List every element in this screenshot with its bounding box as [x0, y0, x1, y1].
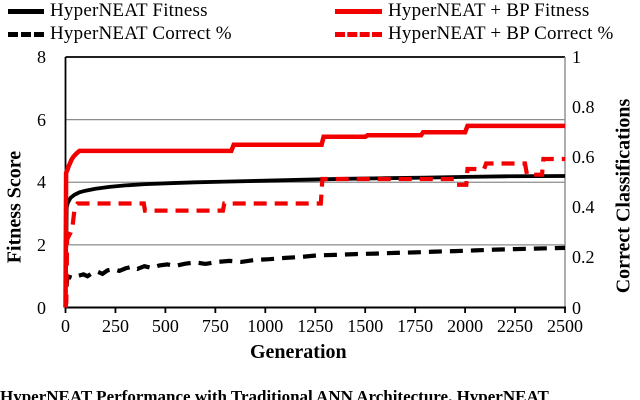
x-tick-label: 1500 [347, 316, 384, 336]
y-left-tick-label: 2 [37, 234, 46, 255]
x-tick-label: 250 [101, 316, 129, 336]
legend-item-hyperneat-correct: HyperNEAT Correct % [8, 23, 232, 45]
y-right-tick-label: 0.4 [572, 197, 595, 218]
y-right-tick-label: 0 [572, 297, 581, 318]
x-tick-label: 1250 [297, 316, 334, 336]
x-tick-label: 1000 [247, 316, 284, 336]
legend-label: HyperNEAT + BP Correct % [388, 23, 614, 44]
y-left-tick-label: 0 [37, 297, 46, 318]
y-left-tick-label: 6 [37, 109, 46, 130]
x-tick-label: 0 [61, 316, 70, 336]
x-tick-label: 2250 [497, 316, 534, 336]
x-tick-label: 500 [151, 316, 179, 336]
y-right-tick-label: 1 [572, 47, 581, 67]
y-right-tick-label: 0.2 [572, 247, 595, 268]
y-axis-title-right: Correct Classifications [612, 98, 635, 294]
x-tick-label: 2500 [547, 316, 583, 336]
x-tick-label: 1750 [397, 316, 434, 336]
y-right-tick-label: 0.8 [572, 97, 595, 118]
y-left-tick-label: 4 [37, 172, 46, 193]
y-axis-title-left: Fitness Score [3, 150, 26, 264]
y-right-tick-label: 0.6 [572, 147, 595, 168]
x-axis-title: Generation [250, 341, 347, 363]
figure-caption: HyperNEAT Performance with Traditional A… [0, 387, 549, 400]
series-hyperneat-fitness [63, 174, 566, 308]
legend-label: HyperNEAT + BP Fitness [388, 0, 590, 21]
y-left-tick-label: 8 [37, 47, 46, 67]
legend-item-hyperneat-bp-correct: HyperNEAT + BP Correct % [335, 23, 614, 45]
series-hyperneat-correct [63, 245, 566, 308]
legend-item-hyperneat-bp-fitness: HyperNEAT + BP Fitness [335, 0, 589, 22]
legend-line-sample-red-dashed [335, 31, 382, 37]
series-hyperneat-bp-fitness [63, 123, 565, 308]
legend-item-hyperneat-fitness: HyperNEAT Fitness [8, 0, 208, 22]
legend-label: HyperNEAT Correct % [50, 23, 232, 44]
x-tick-label: 2000 [447, 316, 484, 336]
legend-line-sample-black-dashed [8, 31, 44, 37]
legend-line-sample-black-solid [8, 8, 44, 14]
legend-line-sample-red-solid [335, 8, 382, 14]
legend-label: HyperNEAT Fitness [50, 0, 208, 21]
x-tick-label: 750 [201, 316, 229, 336]
